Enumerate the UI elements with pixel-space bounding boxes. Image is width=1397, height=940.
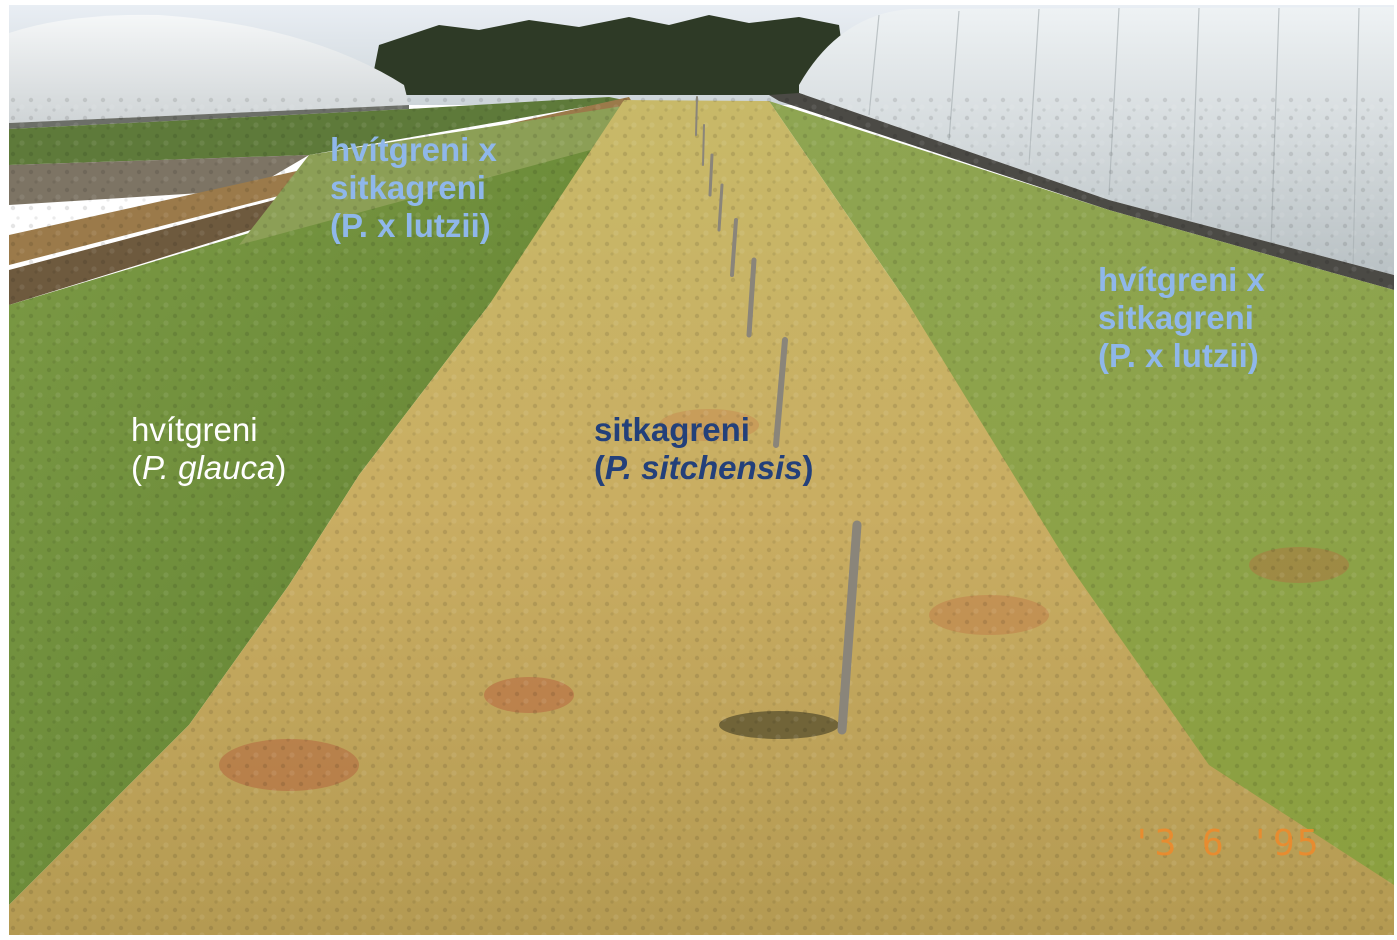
left-label-common: hvítgreni [131, 411, 258, 448]
date-stamp: '3 6 '95 [1131, 823, 1321, 864]
left-label-latin-line: (P. glauca) [131, 449, 286, 487]
far-left-label-line1: hvítgreni x [330, 131, 497, 168]
center-label-open-paren: ( [594, 449, 605, 486]
stakes [695, 96, 862, 735]
center-label: sitkagreni (P. sitchensis) [594, 411, 814, 487]
right-label-line2: sitkagreni [1098, 299, 1254, 336]
center-label-common: sitkagreni [594, 411, 750, 448]
left-label: hvítgreni (P. glauca) [131, 411, 286, 487]
left-label-open-paren: ( [131, 449, 142, 486]
nursery-field-photo [9, 5, 1394, 935]
treeline [369, 15, 849, 95]
photo: hvítgreni x sitkagreni (P. x lutzii) hví… [9, 5, 1394, 935]
right-label: hvítgreni x sitkagreni (P. x lutzii) [1098, 261, 1265, 375]
far-left-label-line3: (P. x lutzii) [330, 207, 491, 244]
right-label-line1: hvítgreni x [1098, 261, 1265, 298]
left-label-close-paren: ) [275, 449, 287, 486]
center-label-latin: P. sitchensis [605, 449, 803, 486]
far-left-label-line2: sitkagreni [330, 169, 486, 206]
left-label-latin: P. glauca [142, 449, 276, 486]
far-left-label: hvítgreni x sitkagreni (P. x lutzii) [330, 131, 497, 245]
center-label-close-paren: ) [802, 449, 814, 486]
right-label-line3: (P. x lutzii) [1098, 337, 1259, 374]
center-label-latin-line: (P. sitchensis) [594, 449, 814, 487]
